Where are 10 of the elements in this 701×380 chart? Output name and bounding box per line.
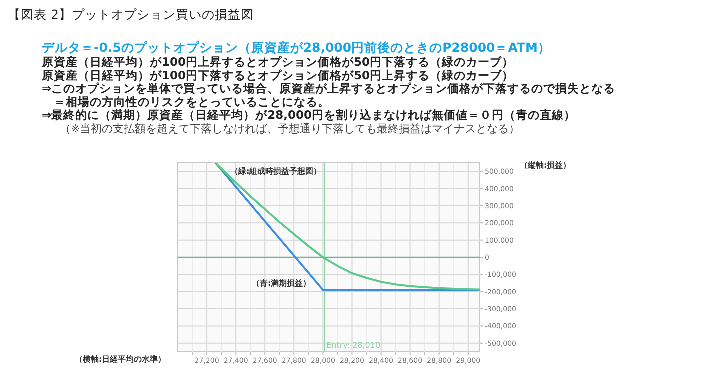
annotation: 原資産（日経平均）が100円下落するとオプション価格が50円上昇する（緑のカーブ） bbox=[42, 68, 514, 82]
annotation: ⇒このオプションを単体で買っている場合、原資産が上昇するとオプション価格が下落するので損失となる bbox=[42, 82, 616, 96]
annotation: ⇒最終的に（満期）原資産（日経平均）が28,000円を割り込まなければ無価値＝０円（青の直線） bbox=[42, 108, 576, 122]
ylabel: （縦軸:損益） bbox=[520, 161, 572, 170]
subtitle: デルタ＝-0.5のプットオプション（原資産が28,000円前後のときのP28000＝ATM） bbox=[42, 40, 551, 55]
annotation: ＝相場の方向性のリスクをとっていることになる。 bbox=[54, 94, 330, 109]
annotation: 原資産（日経平均）が100円上昇するとオプション価格が50円下落する（緑のカーブ） bbox=[42, 55, 514, 69]
annotation: （※当初の支払額を超えて下落しなければ、予想通り下落しても最終損益はマイナスとなる） bbox=[60, 122, 520, 136]
title: 【図表 2】プットオプション買いの損益図 bbox=[8, 7, 254, 22]
xlabel: （横軸:日経平均の水準） bbox=[75, 355, 166, 364]
